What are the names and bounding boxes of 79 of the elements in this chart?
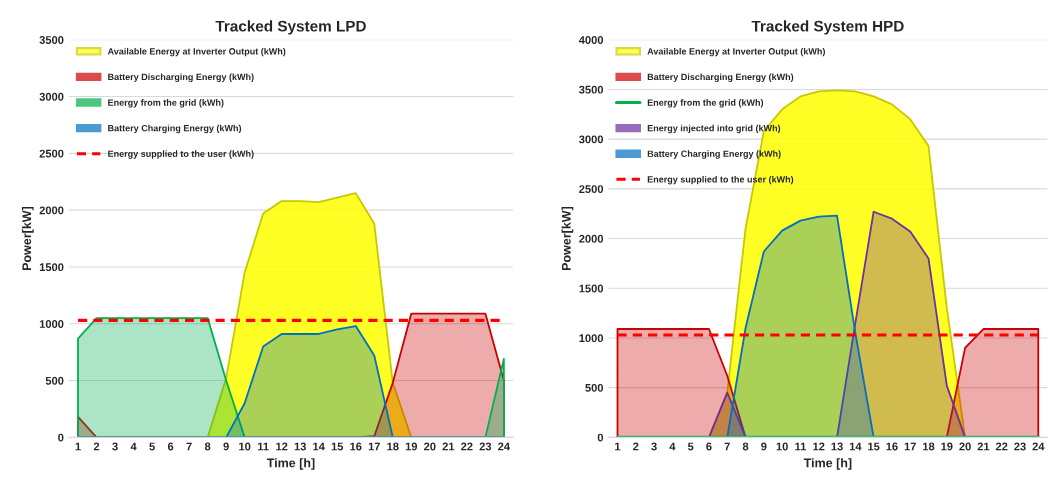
x-tick-label: 20 <box>959 442 971 451</box>
legend-label: Battery Charging Energy (kWh) <box>108 124 242 134</box>
x-tick-label: 21 <box>977 442 990 451</box>
y-tick-label: 2000 <box>579 234 604 243</box>
y-tick-label: 2500 <box>39 149 64 158</box>
x-tick-label: 19 <box>941 442 953 451</box>
x-axis-title: Time [h] <box>803 458 852 470</box>
x-tick-label: 17 <box>368 442 380 451</box>
x-tick-label: 23 <box>479 442 492 451</box>
y-tick-label: 0 <box>597 433 604 442</box>
x-tick-label: 5 <box>687 442 694 451</box>
x-tick-label: 6 <box>706 442 712 451</box>
x-tick-label: 13 <box>831 442 843 451</box>
x-tick-label: 1 <box>615 442 621 451</box>
chart-title: Tracked System LPD <box>215 20 366 35</box>
x-tick-label: 10 <box>776 442 788 451</box>
y-tick-label: 3500 <box>39 36 64 44</box>
y-tick-label: 1000 <box>39 320 64 328</box>
y-axis-title: Power[kW] <box>561 206 574 271</box>
x-tick-label: 24 <box>498 442 510 451</box>
x-tick-label: 12 <box>813 442 825 451</box>
x-tick-label: 7 <box>186 442 192 451</box>
x-tick-label: 5 <box>149 442 155 451</box>
y-tick-label: 500 <box>45 376 64 385</box>
x-tick-label: 24 <box>1032 442 1045 451</box>
x-tick-label: 10 <box>239 442 251 451</box>
x-tick-label: 1 <box>75 442 81 451</box>
x-tick-label: 9 <box>761 442 767 451</box>
legend-label: Available Energy at Inverter Output (kWh) <box>107 47 286 57</box>
y-tick-label: 1500 <box>39 263 64 272</box>
x-tick-label: 4 <box>130 442 137 451</box>
x-tick-label: 11 <box>258 442 269 451</box>
x-tick-label: 18 <box>387 442 399 451</box>
chart-title: Tracked System HPD <box>751 20 904 35</box>
x-tick-label: 19 <box>405 442 418 451</box>
x-tick-label: 4 <box>669 442 676 451</box>
x-tick-label: 9 <box>223 442 229 451</box>
legend-label: Battery Discharging Energy (kWh) <box>108 73 254 82</box>
x-tick-label: 13 <box>294 442 306 451</box>
y-tick-label: 3000 <box>579 135 604 144</box>
x-tick-label: 16 <box>350 442 362 451</box>
y-tick-label: 2000 <box>39 206 64 215</box>
x-tick-label: 18 <box>923 442 935 451</box>
x-tick-label: 8 <box>742 442 749 451</box>
y-tick-label: 3000 <box>39 92 64 101</box>
x-tick-label: 16 <box>886 442 898 451</box>
legend-label: Battery Discharging Energy (kWh) <box>647 73 794 82</box>
x-tick-label: 2 <box>93 442 100 451</box>
x-tick-label: 22 <box>995 442 1008 451</box>
x-tick-label: 3 <box>651 442 657 451</box>
x-tick-label: 21 <box>442 442 455 451</box>
x-tick-label: 14 <box>849 442 862 451</box>
x-axis-title: Time [h] <box>266 458 315 470</box>
y-axis-title: Power[kW] <box>21 206 34 271</box>
x-tick-label: 6 <box>167 442 174 451</box>
x-tick-label: 8 <box>204 442 211 451</box>
y-tick-label: 1000 <box>579 334 604 343</box>
x-tick-label: 15 <box>868 442 880 451</box>
x-tick-label: 20 <box>424 442 436 451</box>
x-tick-label: 3 <box>112 442 118 451</box>
legend-label: Energy from the grid (kWh) <box>108 99 224 108</box>
x-tick-label: 12 <box>276 442 288 451</box>
x-tick-label: 17 <box>904 442 916 451</box>
y-tick-label: 500 <box>585 383 604 392</box>
y-tick-label: 1500 <box>579 284 604 293</box>
x-tick-label: 15 <box>331 442 344 451</box>
y-tick-label: 4000 <box>578 36 604 44</box>
y-tick-label: 3500 <box>579 85 604 94</box>
x-tick-label: 23 <box>1014 442 1026 451</box>
x-tick-label: 22 <box>461 442 473 451</box>
x-tick-label: 11 <box>795 442 807 451</box>
legend-label: Energy from the grid (kWh) <box>647 99 764 108</box>
legend-label: Energy supplied to the user (kWh) <box>108 150 254 159</box>
legend-label: Available Energy at Inverter Output (kWh) <box>647 47 825 57</box>
x-tick-label: 7 <box>724 442 730 451</box>
x-tick-label: 14 <box>313 442 325 451</box>
y-tick-label: 0 <box>58 433 64 442</box>
x-tick-label: 2 <box>633 442 639 451</box>
y-tick-label: 2500 <box>579 185 604 193</box>
